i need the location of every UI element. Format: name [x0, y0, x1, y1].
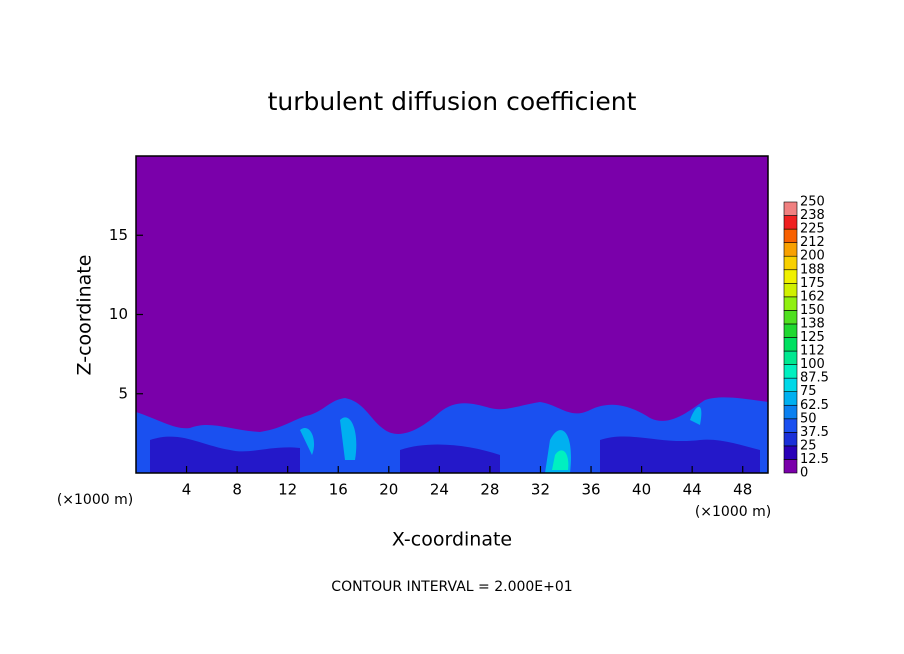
colorbar-label: 212: [800, 235, 825, 250]
colorbar-box: [783, 282, 798, 298]
colorbar-label: 100: [800, 357, 825, 372]
colorbar-label: 75: [800, 384, 817, 399]
colorbar-box: [783, 364, 798, 379]
colorbar-label: 250: [800, 195, 825, 210]
colorbar-label: 62.5: [800, 398, 829, 413]
colorbar-label: 12.5: [800, 452, 829, 467]
colorbar-box: [783, 445, 798, 460]
x-axis-label: X-coordinate: [392, 529, 512, 551]
colorbar-box: [783, 391, 798, 406]
y-axis-label: Z-coordinate: [74, 255, 96, 376]
colorbar-label: 0: [800, 466, 808, 481]
colorbar-box: [783, 418, 798, 433]
x-unit-left: (×1000 m): [57, 492, 133, 508]
colorbar-box: [783, 404, 798, 420]
colorbar-box: [783, 201, 798, 216]
x-tick-label: 24: [430, 481, 449, 499]
x-tick-label: 16: [329, 481, 348, 499]
field-pattern: [136, 397, 768, 473]
colorbar-box: [783, 242, 798, 257]
colorbar-label: 225: [800, 222, 825, 237]
colorbar-box: [783, 337, 798, 352]
colorbar-label: 150: [800, 303, 825, 318]
y-tick-label: 5: [118, 384, 128, 402]
colorbar-label: 125: [800, 330, 825, 345]
colorbar-box: [783, 377, 798, 392]
colorbar-label: 25: [800, 438, 817, 453]
colorbar-label: 175: [800, 276, 825, 291]
colorbar-box: [783, 459, 798, 474]
x-tick-label: 44: [683, 481, 702, 499]
x-tick-label: 8: [232, 481, 242, 499]
colorbar-label: 112: [800, 344, 825, 359]
x-unit-right: (×1000 m): [695, 504, 771, 520]
colorbar-box: [783, 432, 798, 447]
colorbar-box: [783, 310, 798, 325]
colorbar-box: [783, 255, 798, 271]
colorbar-label: 37.5: [800, 425, 829, 440]
y-tick-label: 15: [109, 226, 128, 244]
colorbar-label: 238: [800, 208, 825, 223]
colorbar-label: 162: [800, 289, 825, 304]
colorbar-label: 188: [800, 262, 825, 277]
colorbar-box: [783, 215, 798, 230]
x-tick-label: 32: [531, 481, 550, 499]
colorbar-box: [783, 296, 798, 311]
x-tick-label: 12: [278, 481, 297, 499]
colorbar-box: [783, 350, 798, 365]
colorbar-label: 50: [800, 411, 817, 426]
colorbar-label: 200: [800, 249, 825, 264]
x-tick-label: 36: [581, 481, 600, 499]
colorbar-box: [783, 228, 798, 243]
y-tick-label: 10: [109, 305, 128, 323]
x-tick-label: 28: [480, 481, 499, 499]
colorbar-box: [783, 323, 798, 338]
colorbar-box: [783, 269, 798, 284]
colorbar-label: 87.5: [800, 371, 829, 386]
annotation: CONTOUR INTERVAL = 2.000E+01: [331, 579, 572, 595]
x-tick-label: 4: [182, 481, 192, 499]
chart-title: turbulent diffusion coefficient: [268, 87, 637, 116]
x-tick-label: 20: [379, 481, 398, 499]
colorbar-label: 138: [800, 316, 825, 331]
x-tick-label: 40: [632, 481, 651, 499]
x-tick-label: 48: [733, 481, 752, 499]
